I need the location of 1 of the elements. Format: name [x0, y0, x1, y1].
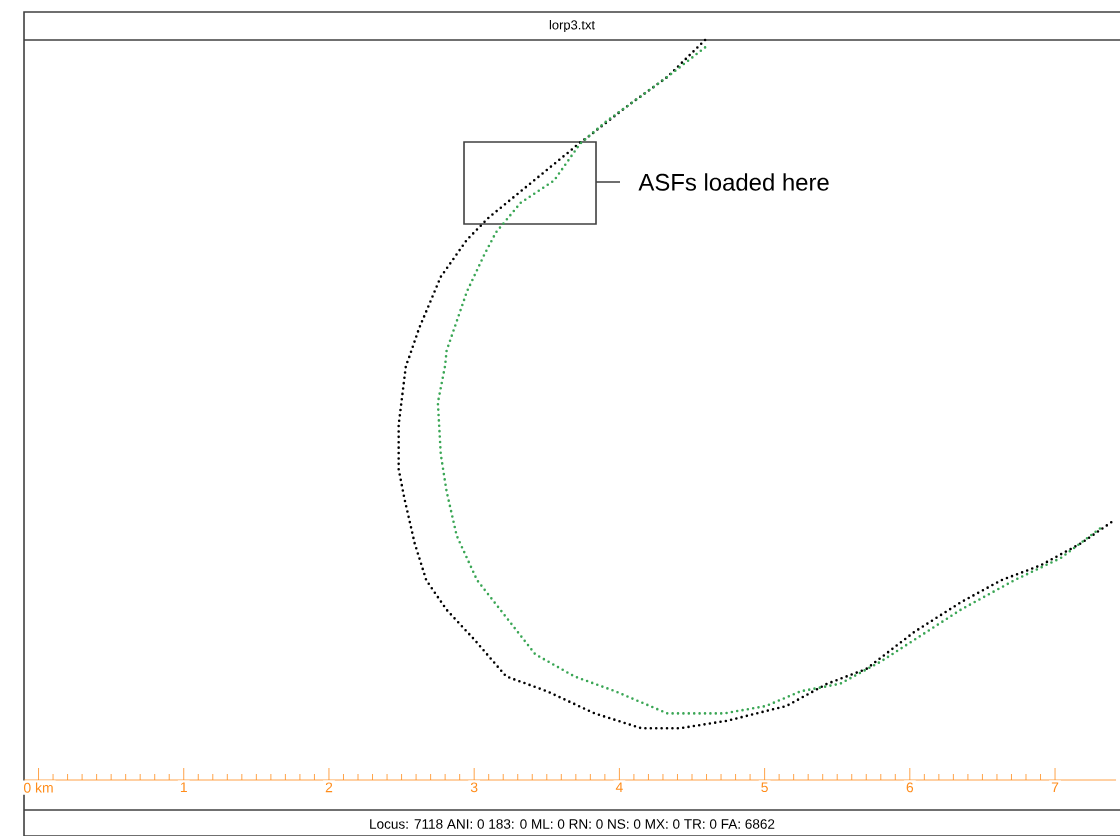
annotation: ASFs loaded here [638, 173, 829, 191]
